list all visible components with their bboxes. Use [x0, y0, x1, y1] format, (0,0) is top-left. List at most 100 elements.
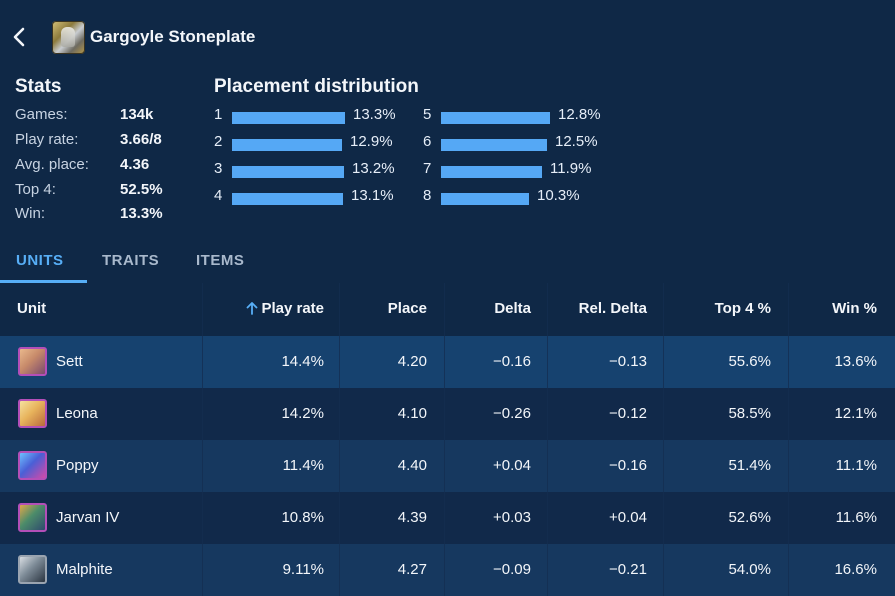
cell-play-rate: 9.11%	[282, 561, 324, 578]
column-header-rel-delta[interactable]: Rel. Delta	[578, 300, 647, 317]
poppy-unit-icon	[18, 451, 47, 480]
stats-title: Stats	[15, 76, 62, 97]
unit-name: Jarvan IV	[56, 509, 120, 526]
sett-unit-icon	[18, 347, 47, 376]
table-row[interactable]: Sett 14.4% 4.20 −0.16 −0.13 55.6% 13.6%	[0, 336, 895, 388]
table-row[interactable]: Poppy 11.4% 4.40 +0.04 −0.16 51.4% 11.1%	[0, 440, 895, 492]
cell-delta: +0.04	[493, 457, 531, 474]
cell-top4: 54.0%	[728, 561, 771, 578]
placement-bar	[441, 139, 547, 151]
column-header-delta[interactable]: Delta	[494, 300, 531, 317]
table-header: Unit Play rate Place Delta Rel. Delta To…	[0, 283, 895, 336]
stat-value: 52.5%	[120, 181, 163, 198]
stat-value: 3.66/8	[120, 131, 162, 148]
cell-top4: 51.4%	[728, 457, 771, 474]
placement-percent: 12.5%	[555, 133, 598, 150]
placement-percent: 12.9%	[350, 133, 393, 150]
cell-play-rate: 14.2%	[281, 405, 324, 422]
stat-label: Games:	[15, 106, 68, 123]
tab-bar: UNITS TRAITS ITEMS	[0, 246, 895, 283]
placement-bar	[232, 166, 344, 178]
stat-label: Win:	[15, 205, 45, 222]
placement-bar	[441, 112, 550, 124]
cell-delta: −0.09	[493, 561, 531, 578]
table-row[interactable]: Leona 14.2% 4.10 −0.26 −0.12 58.5% 12.1%	[0, 388, 895, 440]
placement-rank: 6	[423, 133, 432, 150]
cell-play-rate: 11.4%	[282, 457, 324, 474]
cell-play-rate: 14.4%	[281, 353, 324, 370]
column-header-place[interactable]: Place	[387, 300, 427, 317]
jarvan-iv-unit-icon	[18, 503, 47, 532]
placement-percent: 11.9%	[550, 160, 592, 177]
column-header-top4[interactable]: Top 4 %	[714, 300, 771, 317]
table-row[interactable]: Jarvan IV 10.8% 4.39 +0.03 +0.04 52.6% 1…	[0, 492, 895, 544]
column-divider	[788, 283, 789, 596]
cell-top4: 55.6%	[728, 353, 771, 370]
placement-distribution-title: Placement distribution	[214, 76, 419, 97]
column-divider	[339, 283, 340, 596]
column-divider	[202, 283, 203, 596]
unit-name: Sett	[56, 353, 83, 370]
malphite-unit-icon	[18, 555, 47, 584]
stat-value: 134k	[120, 106, 154, 123]
placement-rank: 5	[423, 106, 432, 123]
column-divider	[547, 283, 548, 596]
cell-rel-delta: +0.04	[609, 509, 647, 526]
cell-place: 4.39	[397, 509, 427, 526]
placement-rank: 7	[423, 160, 432, 177]
column-header-win[interactable]: Win %	[832, 300, 877, 317]
tab-traits[interactable]: TRAITS	[102, 252, 160, 269]
cell-win: 11.6%	[835, 509, 877, 526]
column-header-label: Play rate	[261, 300, 324, 317]
placement-percent: 13.2%	[352, 160, 395, 177]
unit-name: Leona	[56, 405, 98, 422]
tab-items[interactable]: ITEMS	[196, 252, 245, 269]
cell-top4: 52.6%	[728, 509, 771, 526]
stat-label: Avg. place:	[15, 156, 89, 173]
placement-percent: 13.1%	[351, 187, 394, 204]
table-row[interactable]: Malphite 9.11% 4.27 −0.09 −0.21 54.0% 16…	[0, 544, 895, 596]
stat-value: 13.3%	[120, 205, 163, 222]
placement-bar	[232, 112, 345, 124]
cell-delta: +0.03	[493, 509, 531, 526]
unit-name: Poppy	[56, 457, 99, 474]
gargoyle-stoneplate-item-icon	[52, 21, 85, 54]
placement-percent: 10.3%	[537, 187, 580, 204]
active-tab-indicator	[0, 280, 87, 283]
cell-place: 4.20	[397, 353, 427, 370]
placement-rank: 3	[214, 160, 223, 177]
ascending-arrow-icon	[247, 302, 258, 315]
column-header-play-rate[interactable]: Play rate	[246, 300, 324, 317]
cell-play-rate: 10.8%	[281, 509, 324, 526]
placement-bar	[441, 193, 529, 205]
column-divider	[663, 283, 664, 596]
column-divider	[444, 283, 445, 596]
placement-rank: 1	[214, 106, 223, 123]
placement-row-4: 4 13.1%	[214, 187, 404, 207]
page-title: Gargoyle Stoneplate	[90, 27, 256, 46]
placement-bar	[232, 139, 342, 151]
unit-name: Malphite	[56, 561, 113, 578]
placement-rank: 8	[423, 187, 432, 204]
cell-place: 4.27	[397, 561, 427, 578]
chevron-left-icon[interactable]	[10, 26, 28, 48]
placement-row-8: 8 10.3%	[423, 187, 613, 207]
cell-place: 4.10	[397, 405, 427, 422]
placement-row-3: 3 13.2%	[214, 160, 404, 180]
column-header-unit[interactable]: Unit	[17, 300, 47, 317]
cell-place: 4.40	[397, 457, 427, 474]
cell-top4: 58.5%	[728, 405, 771, 422]
placement-percent: 12.8%	[558, 106, 601, 123]
cell-delta: −0.16	[493, 353, 531, 370]
placement-row-5: 5 12.8%	[423, 106, 613, 126]
placement-rank: 4	[214, 187, 223, 204]
stat-value: 4.36	[120, 156, 150, 173]
cell-rel-delta: −0.13	[609, 353, 647, 370]
cell-rel-delta: −0.12	[609, 405, 647, 422]
cell-rel-delta: −0.16	[609, 457, 647, 474]
placement-percent: 13.3%	[353, 106, 396, 123]
cell-win: 11.1%	[835, 457, 877, 474]
cell-win: 16.6%	[834, 561, 877, 578]
stat-label: Play rate:	[15, 131, 79, 148]
tab-units[interactable]: UNITS	[16, 252, 64, 269]
